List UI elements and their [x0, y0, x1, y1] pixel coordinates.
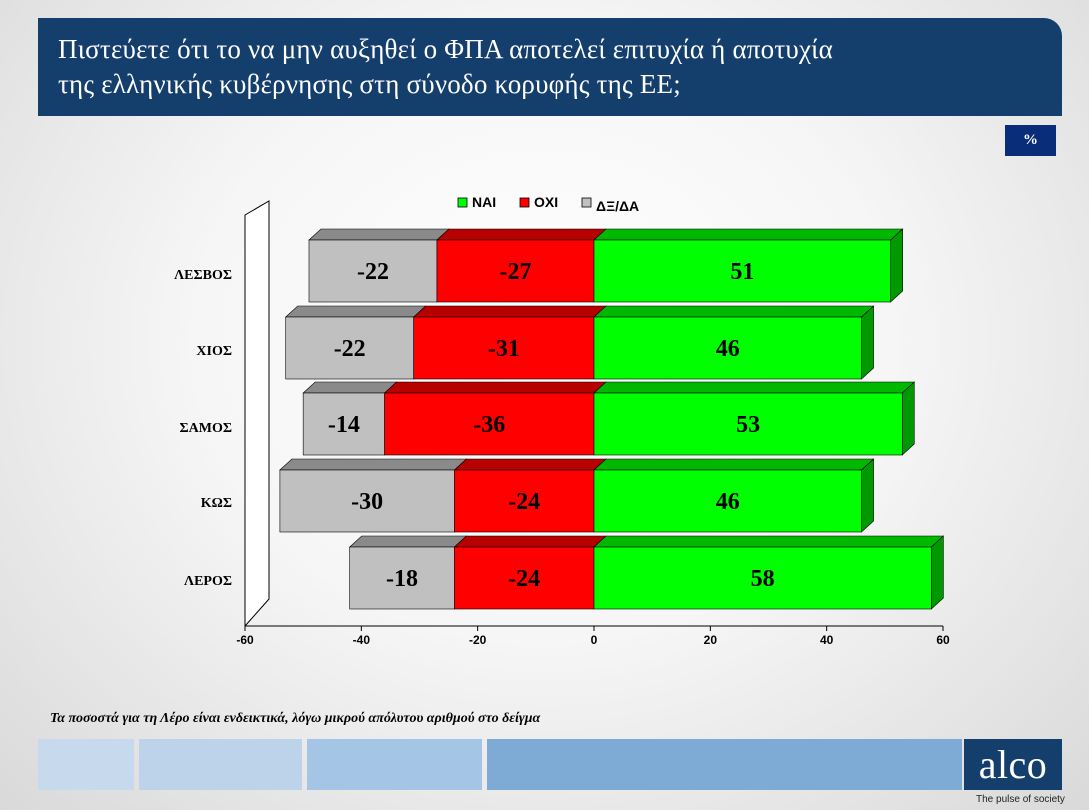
yes-bar-4-side: [931, 535, 944, 610]
chart: -60 -40 -20 0 20 40 60 ΛΕΣΒΟΣ ΧΙΟΣ ΣΑΜΟΣ ΚΩΣ ΛΕΡΟΣ -…: [174, 194, 950, 647]
yes-bar-0: [593, 239, 891, 303]
yes-bar-3: [593, 469, 862, 533]
yes-value-label-0: 51: [730, 259, 754, 285]
yes-bar-4-top: [593, 535, 945, 548]
yes-bar-0-top: [593, 228, 904, 241]
no-bar-1-top: [412, 305, 607, 318]
chart-left-wall: [244, 200, 270, 628]
footer-block-3: [307, 739, 482, 790]
x-tick-label-1: -40: [353, 633, 371, 647]
x-tick-label-0: -60: [236, 633, 254, 647]
dk-bar-2-top: [302, 381, 398, 394]
yes-value-label-4: 58: [751, 566, 775, 592]
yes-bar-2-side: [901, 381, 915, 456]
chart-title: Πιστεύετε ότι το να μην αυξηθεί ο ΦΠΑ απ…: [58, 34, 833, 99]
dk-bar-1: [285, 316, 414, 380]
dk-value-label-3: -30: [351, 489, 383, 515]
logo-tagline: The pulse of society: [976, 794, 1065, 805]
category-label-1: ΧΙΟΣ: [196, 344, 232, 359]
title-bar: Πιστεύετε ότι το να μην αυξηθεί ο ΦΠΑ απ…: [38, 18, 1062, 116]
x-tick-label-3: 0: [591, 633, 598, 647]
legend-label-0: ΝΑΙ: [472, 194, 496, 210]
category-label-3: ΚΩΣ: [201, 496, 232, 511]
no-value-label-1: -31: [488, 336, 520, 362]
no-value-label-3: -24: [508, 489, 540, 515]
no-bar-3: [454, 469, 595, 533]
no-bar-0-top: [436, 228, 607, 241]
no-bar-0: [436, 239, 595, 303]
yes-bar-1-top: [593, 305, 875, 318]
no-bar-2-top: [383, 381, 607, 394]
x-tick-label-6: 60: [936, 633, 950, 647]
yes-bar-3-side: [861, 458, 874, 533]
yes-bar-1-side: [861, 305, 874, 380]
footer-block-1: [38, 739, 134, 790]
yes-value-label-3: 46: [716, 489, 740, 515]
legend-label-1: ΟΧΙ: [534, 194, 558, 210]
yes-value-label-2: 53: [736, 412, 760, 438]
dk-bar-4-top: [348, 535, 468, 548]
no-bar-4-top: [453, 535, 607, 548]
legend-swatch-0: [457, 197, 468, 208]
legend-label-2: ΔΞ/ΔΑ: [596, 198, 639, 214]
x-tick-label-5: 40: [820, 633, 834, 647]
yes-bar-1: [593, 316, 862, 380]
footer-block-2: [139, 739, 302, 790]
dk-bar-0-top: [308, 228, 450, 241]
dk-bar-2: [302, 392, 385, 456]
no-value-label-4: -24: [508, 566, 540, 592]
dk-bar-3-top: [279, 458, 468, 471]
yes-bar-0-side: [890, 228, 903, 303]
dk-value-label-2: -14: [328, 412, 360, 438]
x-tick-label-4: 20: [704, 633, 718, 647]
yes-bar-3-top: [593, 458, 875, 471]
yes-bar-2: [593, 392, 903, 456]
logo-text: alco: [978, 741, 1048, 787]
x-tick-label-2: -20: [469, 633, 487, 647]
unit-badge: %: [1005, 125, 1056, 156]
no-value-label-0: -27: [499, 259, 531, 285]
dk-value-label-0: -22: [357, 259, 389, 285]
category-label-2: ΣΑΜΟΣ: [179, 421, 232, 436]
legend-swatch-2: [581, 197, 592, 208]
category-label-0: ΛΕΣΒΟΣ: [174, 268, 232, 283]
footer-block-4: [487, 739, 962, 790]
dk-value-label-4: -18: [386, 566, 418, 592]
dk-bar-3: [279, 469, 455, 533]
no-bar-1: [413, 316, 595, 380]
no-value-label-2: -36: [473, 412, 505, 438]
legend-swatch-1: [519, 197, 530, 208]
category-label-4: ΛΕΡΟΣ: [184, 574, 232, 589]
yes-bar-2-top: [593, 381, 916, 394]
no-bar-3-top: [453, 458, 607, 471]
dk-value-label-1: -22: [334, 336, 366, 362]
alco-logo: alco: [964, 739, 1062, 790]
yes-value-label-1: 46: [716, 336, 740, 362]
dk-bar-1-top: [284, 305, 427, 318]
dk-bar-0: [308, 239, 438, 303]
footnote: Τα ποσοστά για τη Λέρο είναι ενδεικτικά,…: [50, 711, 541, 726]
yes-bar-4: [593, 546, 932, 610]
no-bar-4: [454, 546, 595, 610]
no-bar-2: [384, 392, 595, 456]
dk-bar-4: [349, 546, 455, 610]
